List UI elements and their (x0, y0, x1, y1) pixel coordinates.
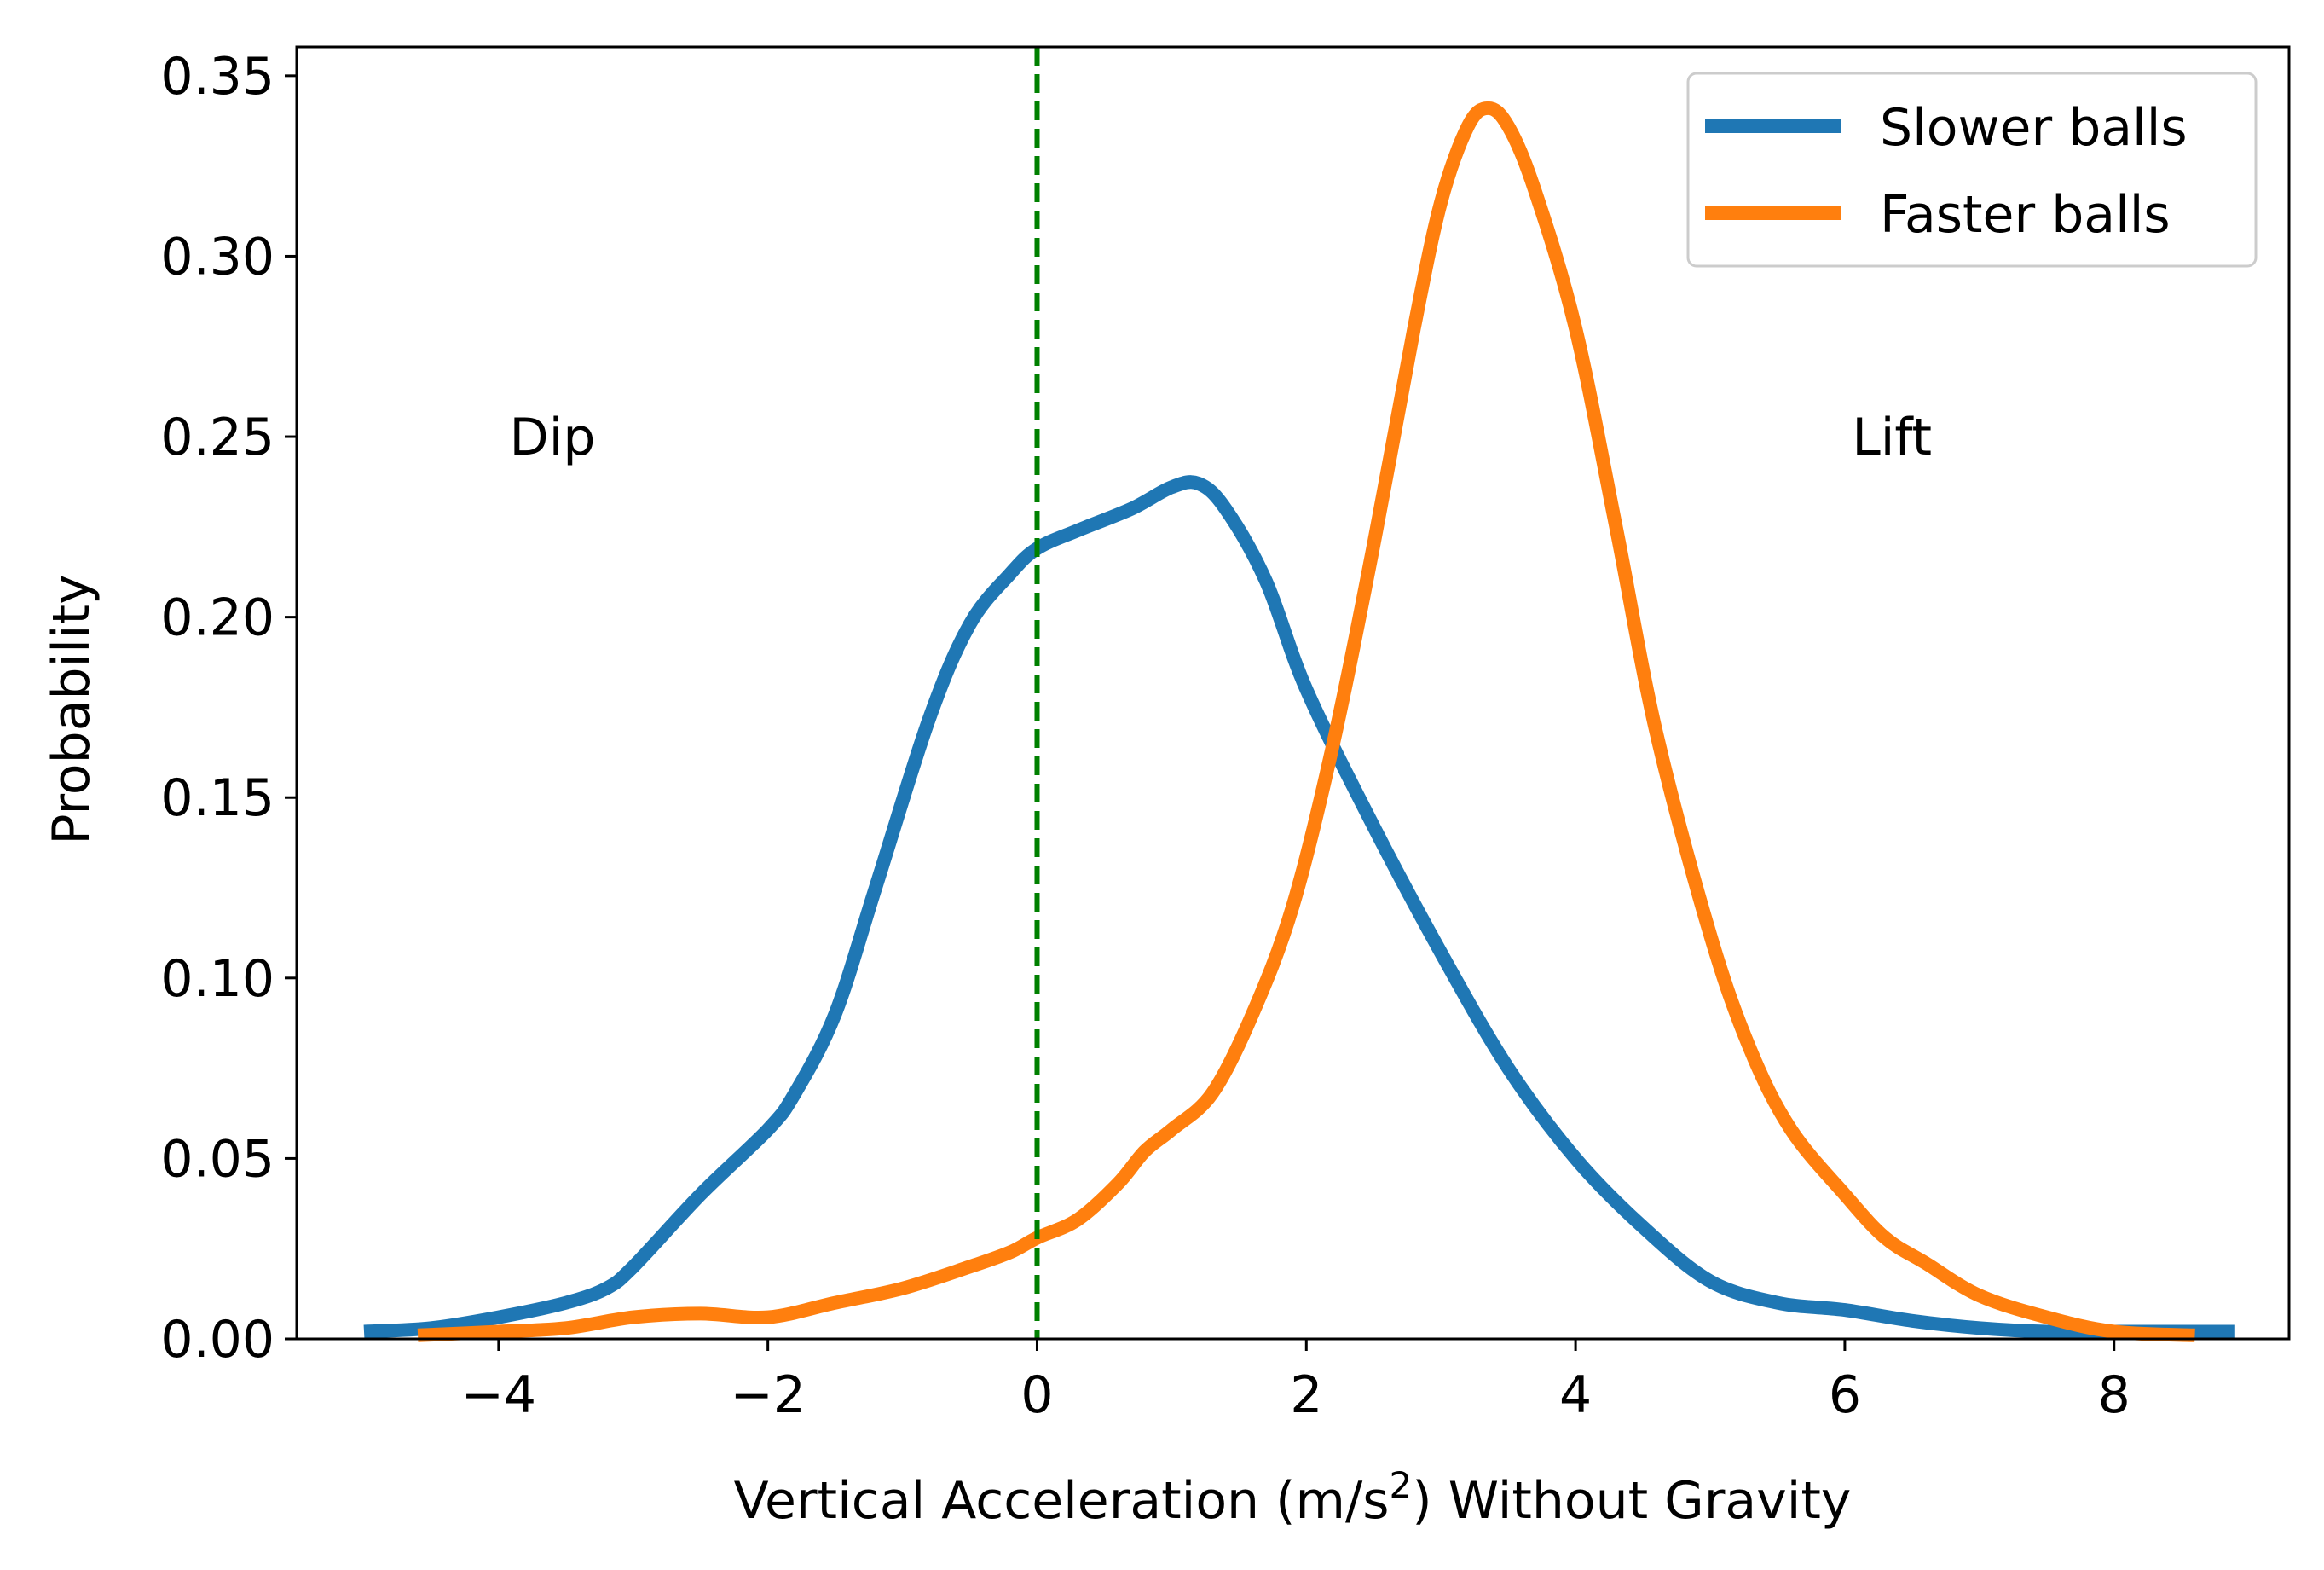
x-tick-label: 4 (1559, 1365, 1592, 1425)
annotation-dip: Dip (510, 408, 596, 467)
y-tick-label: 0.05 (160, 1129, 275, 1189)
x-tick-label: 0 (1020, 1365, 1053, 1425)
y-tick-label: 0.00 (160, 1310, 275, 1370)
y-axis-ticks: 0.00 0.05 0.10 0.15 0.20 0.25 0.30 0.35 (160, 47, 297, 1370)
y-tick-label: 0.20 (160, 588, 275, 648)
x-tick-label: 6 (1829, 1365, 1861, 1425)
series-line-faster-balls (417, 101, 2195, 1342)
series-layer (363, 101, 2235, 1342)
y-tick-label: 0.25 (160, 408, 275, 467)
x-axis-label-superscript: 2 (1389, 1464, 1412, 1506)
y-axis-label: Probability (42, 574, 101, 844)
legend-label-slower-balls: Slower balls (1880, 98, 2188, 158)
plot-frame (295, 45, 2291, 1341)
x-axis-label-main: Vertical Acceleration (m/s (734, 1471, 1390, 1531)
x-tick-label: 2 (1290, 1365, 1322, 1425)
y-tick-label: 0.35 (160, 47, 275, 107)
x-axis-label: Vertical Acceleration (m/s2) Without Gra… (734, 1464, 1852, 1531)
y-tick-label: 0.15 (160, 768, 275, 828)
legend: Slower balls Faster balls (1686, 72, 2258, 268)
x-tick-label: 8 (2098, 1365, 2130, 1425)
legend-label-faster-balls: Faster balls (1880, 185, 2171, 245)
x-tick-label: −2 (730, 1365, 805, 1425)
x-axis-label-tail: ) Without Gravity (1412, 1471, 1851, 1531)
annotations: Dip Lift (510, 408, 1932, 467)
series-line-slower-balls (363, 475, 2235, 1339)
x-tick-label: −4 (461, 1365, 536, 1425)
y-tick-label: 0.10 (160, 949, 275, 1009)
x-axis-ticks: −4 −2 0 2 4 6 8 (461, 1339, 2130, 1425)
y-tick-label: 0.30 (160, 227, 275, 287)
annotation-lift: Lift (1852, 408, 1932, 467)
